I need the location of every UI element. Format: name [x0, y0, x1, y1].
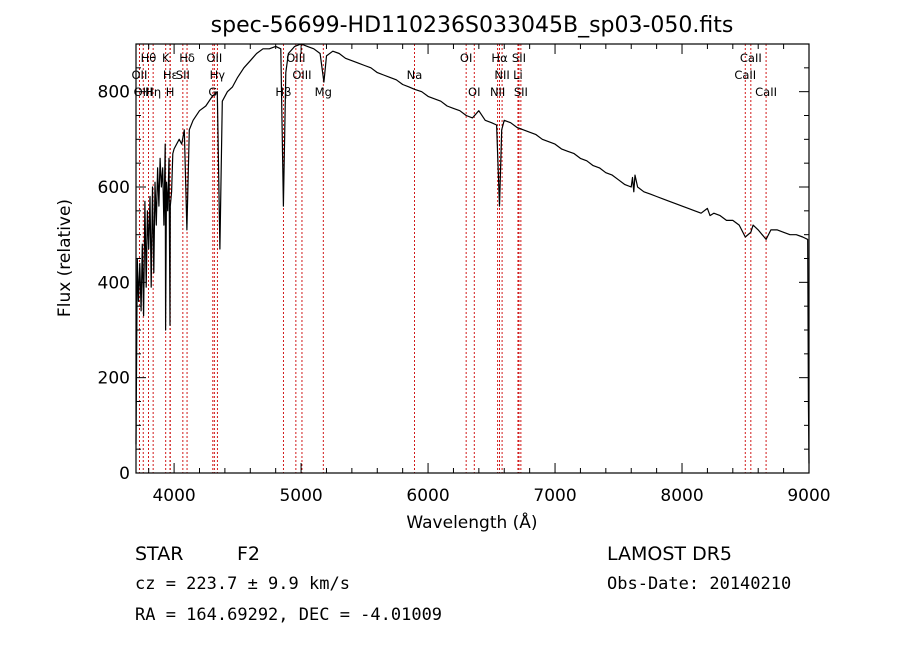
coordinates: RA = 164.69292, DEC = -4.01009 [135, 605, 442, 625]
spectrum-line [135, 43, 810, 464]
y-tick-label: 600 [98, 178, 130, 198]
x-axis-ticks: 4000 5000 6000 7000 8000 9000 [148, 44, 831, 506]
spectral-line-label: NII [490, 85, 505, 99]
spectral-line-label: H [166, 85, 175, 99]
y-tick-label: 0 [119, 464, 130, 484]
y-tick-label: 800 [98, 83, 130, 103]
spectral-line-label: OIII [292, 68, 311, 82]
x-tick-label: 4000 [152, 486, 195, 506]
y-tick-label: 400 [98, 273, 130, 293]
spectral-line-label: Li [513, 68, 523, 82]
spectral-line-label: SII [176, 68, 190, 82]
spectral-line-label: Hβ [275, 85, 291, 99]
spectral-line-label: SII [512, 51, 526, 65]
spectral-line-label: Hγ [210, 68, 226, 82]
spectral-line-label: CaII [734, 68, 756, 82]
spectral-line-label: SII [514, 85, 528, 99]
y-axis-label: Flux (relative) [55, 199, 75, 317]
y-tick-label: 200 [98, 369, 130, 389]
spectral-line-label: OIII [286, 51, 305, 65]
object-subclass: F2 [237, 543, 260, 565]
object-class: STAR [135, 543, 183, 565]
spectral-line-label: G [208, 85, 217, 99]
spectral-line-label: OII [206, 51, 222, 65]
redshift-velocity: cz = 223.7 ± 9.9 km/s [135, 574, 350, 594]
spectral-line-label: Na [407, 68, 423, 82]
spectral-line-markers [138, 44, 767, 473]
spectral-line-label: CaII [740, 51, 762, 65]
x-axis-label: Wavelength (Å) [406, 511, 537, 533]
x-tick-label: 5000 [279, 486, 322, 506]
spectral-line-label: Hθ [141, 51, 157, 65]
spectral-line-label: Hα [491, 51, 508, 65]
survey-name: LAMOST DR5 [607, 543, 732, 565]
spectral-line-label: OII [132, 68, 148, 82]
spectral-line-label: Hη [145, 85, 161, 99]
spectral-line-label: OI [460, 51, 472, 65]
spectral-line-label: Hε [163, 68, 178, 82]
x-tick-label: 9000 [787, 486, 830, 506]
x-tick-label: 8000 [660, 486, 703, 506]
spectral-line-label: Mg [315, 85, 332, 99]
spectral-line-label: K [162, 51, 170, 65]
spectral-line-label: OI [468, 85, 480, 99]
x-tick-label: 7000 [533, 486, 576, 506]
spectral-line-label: CaII [755, 85, 777, 99]
x-tick-label: 6000 [406, 486, 449, 506]
observation-date: Obs-Date: 20140210 [607, 574, 791, 594]
spectral-line-label: Hδ [179, 51, 195, 65]
spectral-line-label: NII [494, 68, 509, 82]
y-axis-ticks: 0 200 400 600 800 [98, 43, 809, 484]
chart-title: spec-56699-HD110236S033045B_sp03-050.fit… [211, 13, 734, 38]
